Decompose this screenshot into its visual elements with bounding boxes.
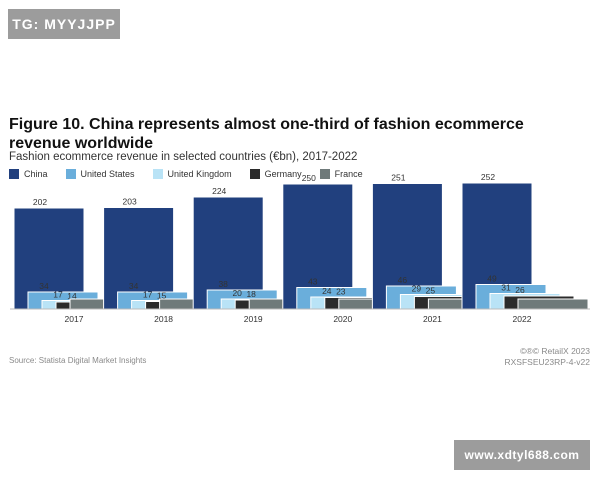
legend-swatch [249,169,260,179]
legend-item-united-states: United States [65,169,135,179]
x-tick-label: 2022 [513,314,532,324]
credit-brand: ©®© RetailX 2023 [520,346,590,356]
legend-item-china: China [9,169,48,179]
legend-label: France [334,169,363,179]
watermark-bottom-right: www.xdtyl688.com [454,440,590,470]
legend-label: China [24,169,48,179]
credit-code: RXSFSEU23RP-4-v22 [504,357,590,367]
data-label: 43 [308,277,318,287]
data-label: 17 [53,290,63,300]
credit: ©®© RetailX 2023 RXSFSEU23RP-4-v22 [504,346,590,368]
chart-title: Figure 10. China represents almost one-t… [9,116,524,152]
legend-label: Germany [264,169,302,179]
legend: China United States United Kingdom Germa… [9,169,381,179]
data-label: 18 [246,289,256,299]
data-label: 250 [302,173,316,183]
legend-swatch [319,169,330,179]
data-label: 20 [232,288,242,298]
data-label: 203 [123,197,137,207]
data-label: 38 [218,279,228,289]
data-label: 31 [501,283,511,293]
data-label: 29 [412,284,422,294]
legend-swatch [65,169,76,179]
legend-swatch [9,169,19,179]
x-tick-label: 2021 [423,314,442,324]
data-label: 34 [39,281,49,291]
legend-swatch [152,169,163,179]
data-label: 46 [398,275,408,285]
chart-subtitle: Fashion ecommerce revenue in selected co… [9,151,358,163]
x-tick-label: 2017 [65,314,84,324]
data-label: 23 [336,287,346,297]
x-tick-label: 2018 [154,314,173,324]
data-label: 26 [515,285,525,295]
legend-item-united-kingdom: United Kingdom [152,169,232,179]
legend-label: United States [80,169,135,179]
data-label: 14 [67,291,77,301]
data-label: 34 [129,281,139,291]
legend-item-germany: Germany [249,169,302,179]
x-tick-label: 2020 [333,314,352,324]
watermark-top-left: TG: MYYJJPP [8,9,120,39]
bar-france-2022 [517,298,589,310]
source-note: Source: Statista Digital Market Insights [9,356,147,365]
data-label: 25 [426,286,436,296]
data-label: 202 [33,197,47,207]
data-label: 252 [481,172,495,182]
x-tick-label: 2019 [244,314,263,324]
data-label: 24 [322,286,332,296]
legend-item-france: France [319,169,363,179]
legend-label: United Kingdom [167,169,232,179]
data-label: 49 [487,274,497,284]
data-label: 224 [212,186,226,196]
data-label: 251 [391,173,405,183]
data-label: 15 [157,291,167,301]
data-label: 17 [143,290,153,300]
